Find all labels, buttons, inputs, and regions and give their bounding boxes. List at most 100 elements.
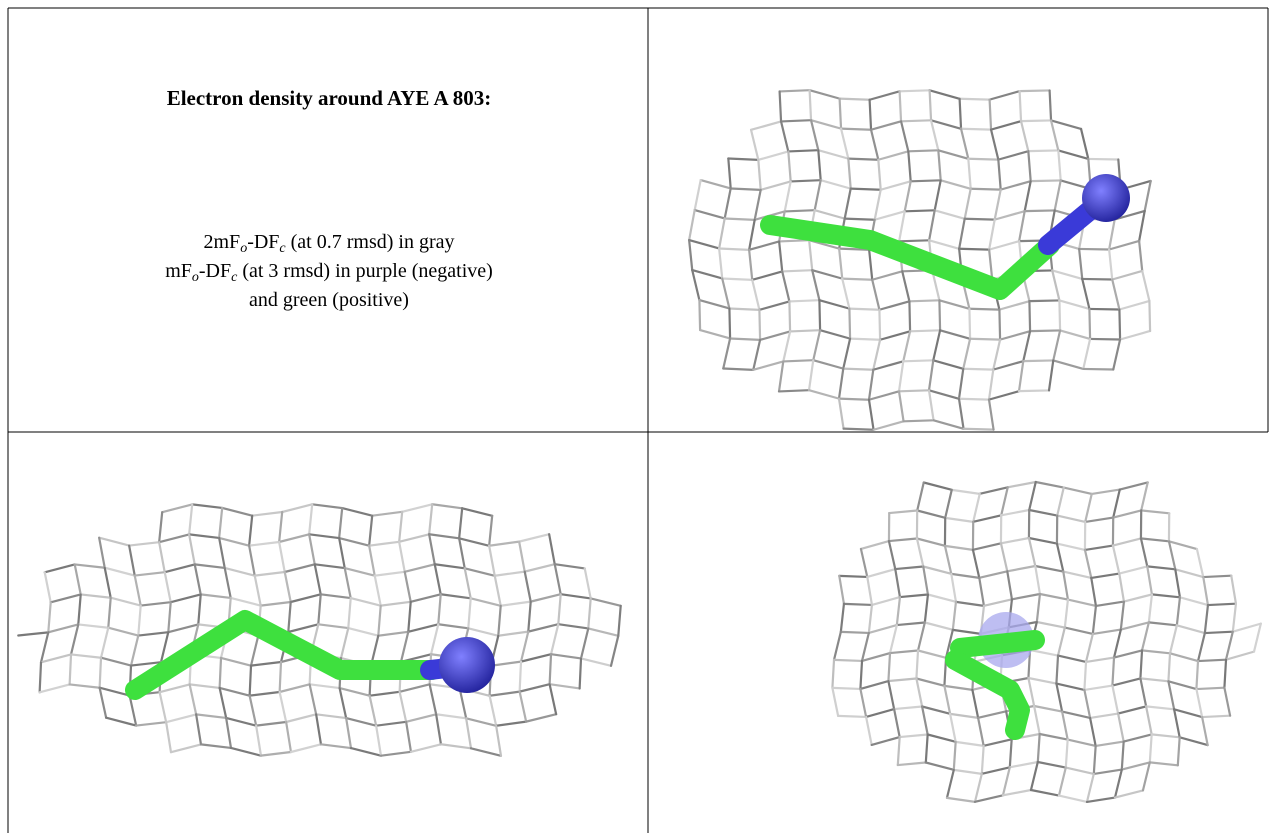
mesh-line <box>308 533 341 540</box>
mesh-line <box>997 150 1030 161</box>
mesh-line <box>1178 736 1209 747</box>
mesh-line <box>461 507 494 517</box>
mesh-line <box>39 631 50 664</box>
caption-text: and green (positive) <box>249 289 409 311</box>
mesh-line <box>433 563 466 570</box>
mesh-line <box>729 187 762 191</box>
mesh-line <box>723 217 756 221</box>
mesh-line <box>278 510 284 544</box>
mesh-line <box>1088 337 1122 341</box>
mesh-line <box>1111 684 1120 715</box>
mesh-line <box>73 563 106 569</box>
mesh-line <box>748 240 781 251</box>
mesh-line <box>924 761 955 771</box>
mesh-line <box>167 623 200 634</box>
mesh-line <box>971 548 981 579</box>
mesh-line <box>458 537 491 547</box>
mesh-line <box>950 572 958 603</box>
mesh-line <box>808 239 814 272</box>
mesh-line <box>896 761 927 767</box>
mesh-line <box>1066 598 1098 608</box>
mesh-line <box>1034 564 1042 596</box>
mesh-line <box>1167 540 1199 551</box>
mesh-line <box>1111 544 1121 575</box>
mesh-line <box>1085 772 1095 804</box>
mesh-line <box>950 572 981 579</box>
mesh-line <box>1203 630 1234 635</box>
mesh-line <box>1141 269 1151 303</box>
mesh-line <box>957 397 965 430</box>
mesh-line <box>868 98 873 131</box>
mesh-line <box>1119 600 1126 631</box>
mesh-line <box>1028 299 1061 303</box>
mesh-line <box>899 119 933 123</box>
mesh-line <box>898 89 931 93</box>
mesh-line <box>1084 632 1094 664</box>
mesh-line <box>527 623 560 633</box>
mesh-line <box>1091 604 1098 636</box>
mesh-line <box>1018 210 1026 243</box>
mesh-line <box>818 299 851 310</box>
mesh-line <box>894 567 902 599</box>
mesh-line <box>405 713 438 723</box>
mesh-line <box>248 690 281 697</box>
mesh-line <box>368 544 376 577</box>
mesh-line <box>779 120 790 153</box>
mesh-line <box>1148 733 1153 764</box>
mesh-line <box>908 300 912 333</box>
mesh-line <box>878 308 882 341</box>
mesh-line <box>1001 788 1033 797</box>
mesh-line <box>1056 626 1066 657</box>
mesh-line <box>469 597 502 607</box>
mesh-line <box>345 716 353 750</box>
mesh-line <box>895 621 926 627</box>
mesh-line <box>933 179 942 212</box>
mesh-line <box>959 127 970 160</box>
mesh-line <box>349 596 382 607</box>
mesh-line <box>1083 684 1114 692</box>
mesh-line <box>1064 766 1095 776</box>
mesh-line <box>789 179 822 183</box>
mesh-line <box>465 717 498 727</box>
mesh-line <box>525 713 558 723</box>
mesh-line <box>877 150 910 161</box>
caption-text: mF <box>165 260 192 282</box>
mesh-line <box>1174 568 1182 599</box>
mesh-line <box>1252 622 1262 653</box>
mesh-line <box>867 398 875 431</box>
mesh-line <box>839 127 873 131</box>
mesh-line <box>407 600 412 633</box>
mesh-line <box>972 514 1003 523</box>
mesh-line <box>1028 480 1037 512</box>
mesh-line <box>921 705 952 715</box>
mesh-line <box>877 158 882 191</box>
mesh-line <box>1084 656 1116 664</box>
mesh-line <box>1231 602 1238 633</box>
mesh-line <box>1082 337 1092 371</box>
mesh-line <box>813 209 846 220</box>
mesh-line <box>757 158 762 191</box>
mesh-line <box>218 686 251 697</box>
mesh-line <box>223 566 256 577</box>
mesh-line <box>1022 359 1055 363</box>
mesh-line <box>161 503 194 514</box>
mesh-line <box>1122 593 1154 603</box>
mesh-line <box>195 713 203 746</box>
mesh-line <box>1195 547 1205 579</box>
mesh-line <box>1139 677 1148 708</box>
mesh-line <box>1175 596 1182 627</box>
mesh-line <box>899 120 910 153</box>
mesh-line <box>783 180 792 213</box>
mesh-line <box>1083 544 1115 552</box>
mesh-line <box>751 278 761 311</box>
mesh-line <box>978 570 1009 579</box>
mesh-line <box>549 653 583 660</box>
mesh-line <box>548 683 558 716</box>
mesh-line <box>982 738 1013 747</box>
mesh-line <box>1061 710 1092 720</box>
mesh-line <box>1118 329 1152 341</box>
mesh-line <box>778 239 811 243</box>
mesh-line <box>958 217 966 250</box>
mesh-line <box>368 694 378 727</box>
mesh-line <box>722 337 732 370</box>
